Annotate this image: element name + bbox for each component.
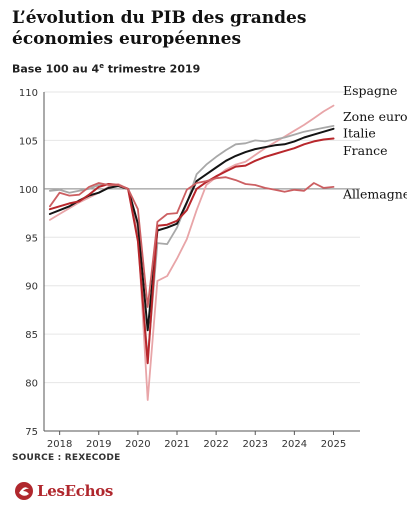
subtitle-main: Base 100 au 4 <box>12 62 100 76</box>
series-label-zone-euro: Zone euro <box>343 109 407 124</box>
series-line-zone-euro <box>48 127 335 332</box>
x-tick-label: 2024 <box>282 439 307 450</box>
series-label-allemagne: Allemagne <box>342 187 407 202</box>
x-tick-label: 2018 <box>47 439 72 450</box>
y-tick-label: 85 <box>25 330 38 341</box>
series-line-italie <box>49 125 335 360</box>
brand-name: LesEchos <box>37 482 114 500</box>
y-tick-label: 75 <box>25 427 38 438</box>
y-tick-label: 110 <box>19 88 38 99</box>
y-tick-label: 100 <box>19 185 38 196</box>
y-tick-label: 95 <box>25 233 38 244</box>
les-echos-logo: LesEchos <box>14 481 113 501</box>
x-tick-label: 2021 <box>164 439 189 450</box>
series-label-france: France <box>343 143 388 158</box>
y-tick-label: 90 <box>25 282 38 293</box>
chart-title: L’évolution du PIB des grandes économies… <box>12 8 307 49</box>
series-label-espagne: Espagne <box>343 83 397 98</box>
les-echos-emblem-icon <box>15 482 33 500</box>
x-tick-label: 2019 <box>86 439 111 450</box>
x-tick-label: 2025 <box>321 439 346 450</box>
series-line-allemagne <box>49 176 335 308</box>
y-tick-label: 105 <box>19 136 38 147</box>
x-tick-label: 2023 <box>243 439 268 450</box>
chart-subtitle: Base 100 au 4e trimestre 2019 <box>12 62 200 76</box>
source-note: SOURCE : REXECODE <box>12 453 121 463</box>
series-line-france <box>48 137 335 365</box>
x-tick-label: 2020 <box>125 439 150 450</box>
x-tick-label: 2022 <box>203 439 228 450</box>
subtitle-superscript: e <box>99 62 104 70</box>
series-label-italie: Italie <box>343 126 376 141</box>
subtitle-rest: trimestre 2019 <box>103 62 201 76</box>
y-tick-label: 80 <box>25 379 38 390</box>
gdp-line-chart: 75 80 85 90 95 100 105 110 2018 2019 2020 2021 2022 2… <box>19 83 407 450</box>
